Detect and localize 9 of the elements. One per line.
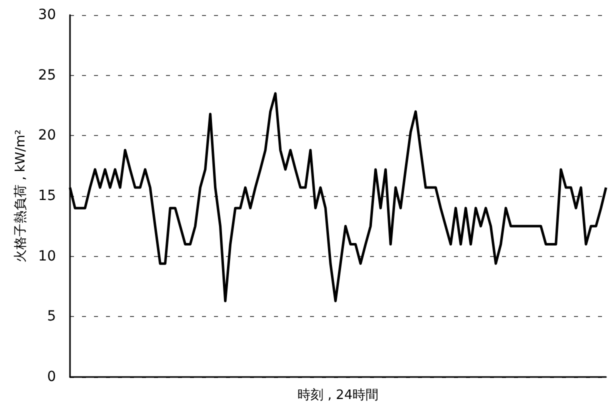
x-axis-title: 時刻 , 24時間 [298, 388, 378, 403]
y-tick-label: 30 [38, 7, 56, 23]
y-tick-label: 5 [47, 308, 56, 325]
y-tick-label: 15 [38, 188, 56, 204]
y-axis-title: 火格子熱負荷 , kW/m² [13, 129, 28, 263]
y-tick-label: 20 [38, 128, 56, 144]
y-tick-label: 10 [38, 248, 56, 264]
y-tick-label: 25 [38, 67, 56, 84]
y-tick-label: 0 [47, 369, 56, 385]
